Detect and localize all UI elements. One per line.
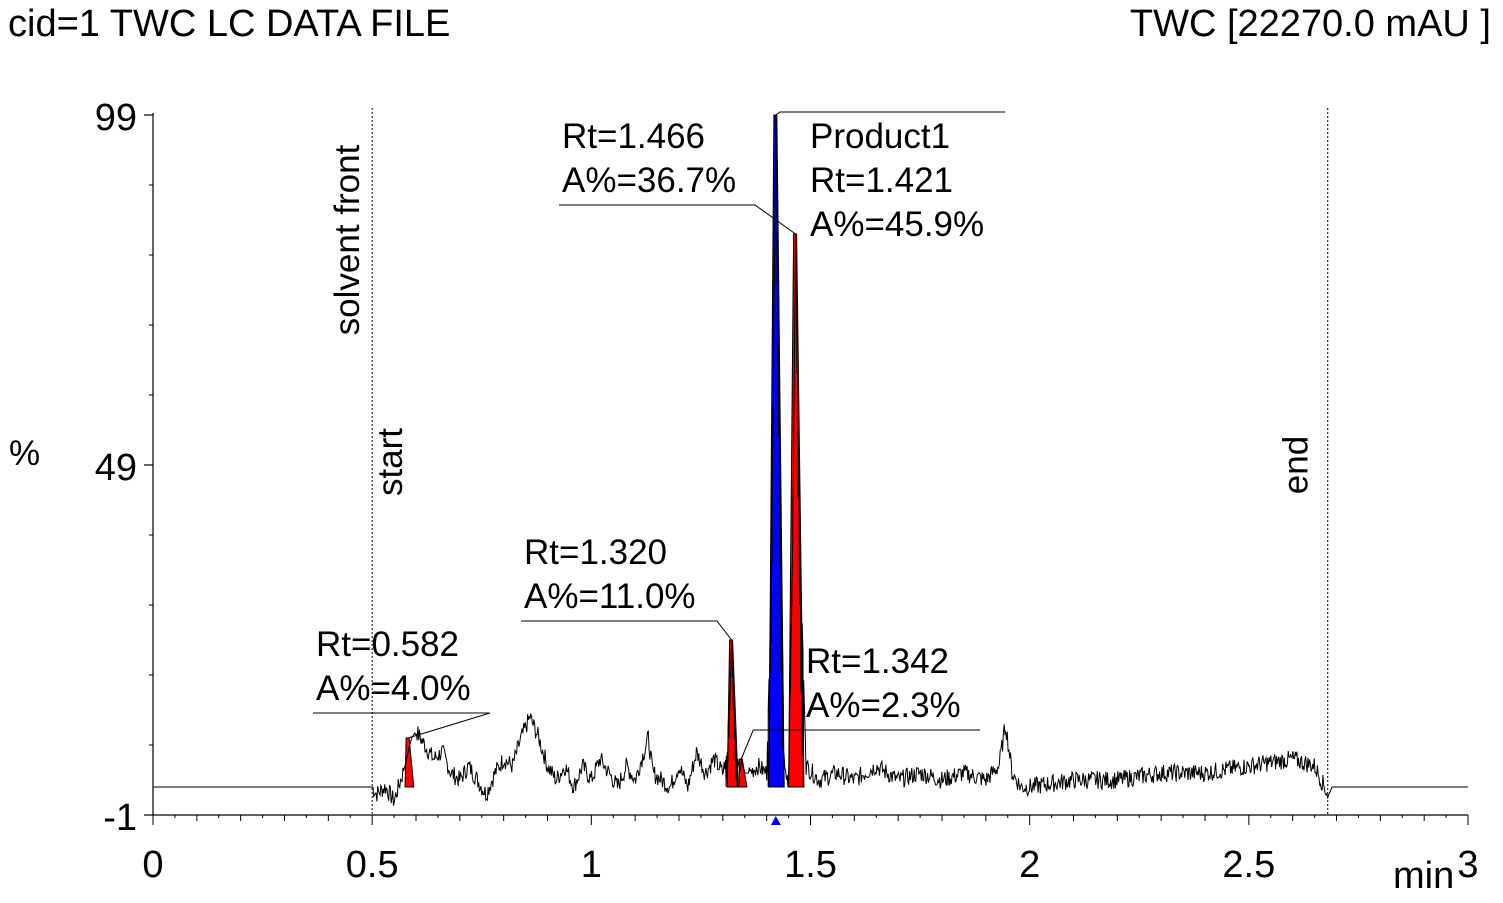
peak-label-2-line-1: A%=2.3% [806,686,961,725]
chart-title: cid=1 TWC LC DATA FILE [8,3,451,45]
peak-label-3-line-2: A%=45.9% [810,205,984,244]
x-tick-label: 3 [1457,844,1478,886]
x-tick-label: 2.5 [1222,844,1275,886]
detector-label: TWC [22270.0 mAU ] [1129,3,1491,45]
peak-label-4-line-0: Rt=1.466 [562,117,705,156]
peak-label-0-line-1: A%=4.0% [316,669,471,708]
y-tick-label: 99 [95,97,137,139]
peak-fill-3 [768,114,785,788]
chromatogram-trace [153,114,1468,806]
marker-lines: solvent front start end [328,108,1329,815]
x-tick-label: 0 [142,844,163,886]
peak-label-3-line-1: Rt=1.421 [810,161,953,200]
y-tick-label: -1 [103,797,137,839]
peak-label-2-line-0: Rt=1.342 [806,642,949,681]
peak-label-0-line-0: Rt=0.582 [316,625,459,664]
peak-label-1-line-1: A%=11.0% [524,577,696,616]
y-axis-label: % [9,434,40,473]
peak-annotations: Rt=0.582 A%=4.0% Rt=1.320 A%=11.0% Rt=1.342 A… [313,111,1005,760]
marker-label-end: end [1277,436,1316,494]
peak-label-3-line-0: Product1 [810,117,950,156]
x-tick-label: 2 [1019,844,1040,886]
peak-callout-4 [559,204,796,235]
x-tick-label: 0.5 [346,844,399,886]
marker-label-solvent-front: solvent front [328,144,367,335]
x-tick-label: 1.5 [784,844,837,886]
marker-label-start: start [371,428,410,496]
peak-label-4-line-1: A%=36.7% [562,161,736,200]
y-tick-label: 49 [95,447,137,489]
selected-rt-marker [770,816,781,825]
trace-layer [153,114,1468,806]
x-tick-label: 1 [581,844,602,886]
peak-callout-2 [740,729,980,760]
peak-callout-1 [521,620,732,641]
peak-callout-0 [313,712,491,739]
x-axis-label: min [1393,855,1454,897]
peak-label-1-line-0: Rt=1.320 [524,533,667,572]
peak-callout-3 [775,111,1005,116]
peak-fill-4 [788,233,805,788]
